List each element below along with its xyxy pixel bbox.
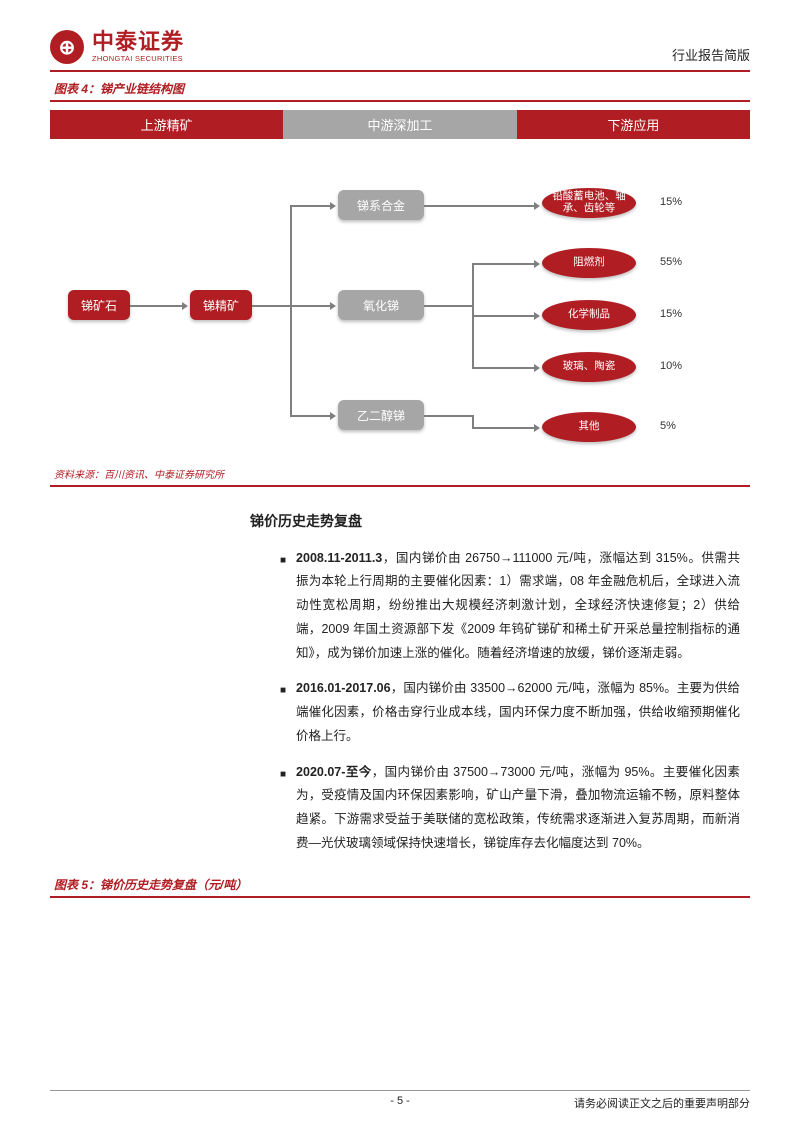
figure4-source: 资料来源：百川资讯、中泰证券研究所 <box>54 466 750 481</box>
pct-battery: 15% <box>660 196 682 208</box>
conn <box>472 367 536 369</box>
arrow-icon <box>534 260 540 268</box>
conn <box>252 305 292 307</box>
page-header: ⊕ 中泰证券 ZHONGTAI SECURITIES 行业报告简版 <box>50 30 750 64</box>
arrow-icon <box>534 424 540 432</box>
conn <box>290 205 332 207</box>
stage-bar: 上游精矿 中游深加工 下游应用 <box>50 110 750 139</box>
stage-downstream: 下游应用 <box>517 110 750 139</box>
conn <box>472 263 536 265</box>
arrow-icon <box>330 302 336 310</box>
company-logo-icon: ⊕ <box>50 30 84 64</box>
logo-block: ⊕ 中泰证券 ZHONGTAI SECURITIES <box>50 30 184 64</box>
conn <box>290 415 332 417</box>
node-concentrate: 锑精矿 <box>190 290 252 320</box>
bullet-text: 2008.11-2011.3，国内锑价由 26750→111000 元/吨，涨幅… <box>296 547 740 666</box>
logo-en: ZHONGTAI SECURITIES <box>92 55 184 63</box>
bullet-text: 2020.07-至今，国内锑价由 37500→73000 元/吨，涨幅为 95%… <box>296 761 740 856</box>
page-footer: - 5 - 请务必阅读正文之后的重要声明部分 <box>50 1090 750 1111</box>
conn <box>472 427 536 429</box>
pct-glass: 10% <box>660 360 682 372</box>
arrow-icon <box>534 312 540 320</box>
list-item: ■ 2016.01-2017.06，国内锑价由 33500→62000 元/吨，… <box>280 677 740 748</box>
bullet-icon: ■ <box>280 681 286 748</box>
page-number: - 5 - <box>390 1095 410 1107</box>
conn <box>424 205 536 207</box>
logo-text: 中泰证券 ZHONGTAI SECURITIES <box>92 31 184 63</box>
header-rule <box>50 70 750 72</box>
pct-chemical: 15% <box>660 308 682 320</box>
node-other: 其他 <box>542 412 636 442</box>
node-flame: 阻燃剂 <box>542 248 636 278</box>
node-chemical: 化学制品 <box>542 300 636 330</box>
section-title: 锑价历史走势复盘 <box>250 511 750 531</box>
arrow-icon <box>534 202 540 210</box>
stage-midstream: 中游深加工 <box>283 110 516 139</box>
doc-type-label: 行业报告简版 <box>672 45 750 64</box>
node-oxide: 氧化锑 <box>338 290 424 320</box>
arrow-icon <box>330 412 336 420</box>
list-item: ■ 2008.11-2011.3，国内锑价由 26750→111000 元/吨，… <box>280 547 740 666</box>
figure4-title-row: 图表 4：锑产业链结构图 <box>50 78 750 102</box>
figure5-title: 图表 5：锑价历史走势复盘（元/吨） <box>54 878 247 892</box>
figure4-bottom-rule <box>50 485 750 487</box>
logo-cn: 中泰证券 <box>92 31 184 53</box>
node-alloy: 锑系合金 <box>338 190 424 220</box>
conn <box>472 315 536 317</box>
conn <box>290 205 292 416</box>
node-glass: 玻璃、陶瓷 <box>542 352 636 382</box>
bullet-icon: ■ <box>280 551 286 666</box>
list-item: ■ 2020.07-至今，国内锑价由 37500→73000 元/吨，涨幅为 9… <box>280 761 740 856</box>
arrow-icon <box>534 364 540 372</box>
node-battery: 铅酸蓄电池、轴承、齿轮等 <box>542 188 636 218</box>
node-glycol: 乙二醇锑 <box>338 400 424 430</box>
arrow-icon <box>182 302 188 310</box>
pct-other: 5% <box>660 420 676 432</box>
footer-disclaimer: 请务必阅读正文之后的重要声明部分 <box>574 1095 750 1111</box>
figure5-title-row: 图表 5：锑价历史走势复盘（元/吨） <box>50 874 750 898</box>
bullet-text: 2016.01-2017.06，国内锑价由 33500→62000 元/吨，涨幅… <box>296 677 740 748</box>
bullet-list: ■ 2008.11-2011.3，国内锑价由 26750→111000 元/吨，… <box>280 547 740 856</box>
conn <box>424 415 474 417</box>
arrow-icon <box>330 202 336 210</box>
stage-upstream: 上游精矿 <box>50 110 283 139</box>
antimony-chain-diagram: 上游精矿 中游深加工 下游应用 锑矿石 锑精矿 锑系合金 氧化锑 乙二醇锑 铅酸… <box>50 110 750 460</box>
bullet-icon: ■ <box>280 765 286 856</box>
conn <box>130 305 185 307</box>
conn <box>424 305 474 307</box>
conn <box>290 305 332 307</box>
node-ore: 锑矿石 <box>68 290 130 320</box>
pct-flame: 55% <box>660 256 682 268</box>
figure4-title: 图表 4：锑产业链结构图 <box>54 82 184 96</box>
